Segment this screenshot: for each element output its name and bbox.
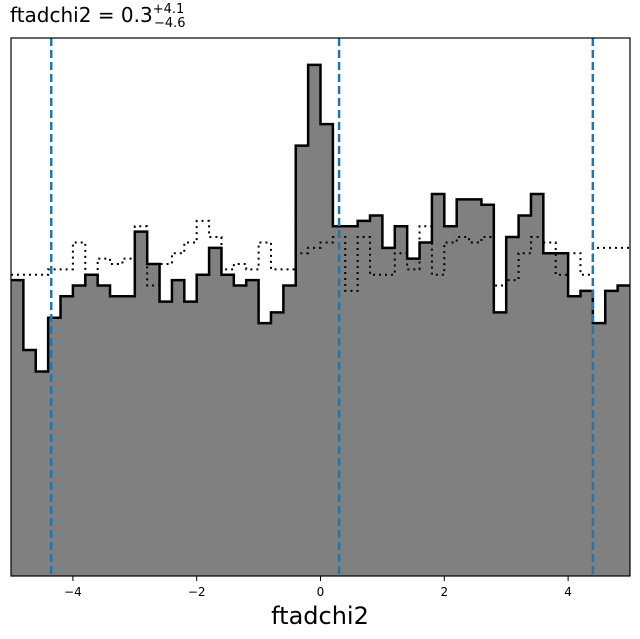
filled-histogram-bar xyxy=(171,280,185,576)
filled-histogram-bar xyxy=(605,290,619,576)
filled-histogram-bar xyxy=(617,285,631,576)
filled-histogram-bar xyxy=(97,285,111,576)
filled-histogram-bar xyxy=(147,263,160,576)
plot-area xyxy=(11,38,631,577)
filled-histogram-bar xyxy=(382,247,396,576)
x-tick-label: 0 xyxy=(317,585,325,599)
filled-histogram-bar xyxy=(370,215,383,577)
chart-title: ftadchi2 = 0.3+4.1 −4.6 xyxy=(10,2,186,31)
filled-histogram-bar xyxy=(270,312,284,576)
filled-histogram-bar xyxy=(518,215,532,577)
filled-histogram-bar xyxy=(72,285,86,576)
filled-histogram-bar xyxy=(444,226,458,577)
filled-histogram-bar xyxy=(419,242,433,576)
filled-histogram-outline xyxy=(11,63,630,373)
x-tick-label: −2 xyxy=(188,585,206,599)
title-lower-error: −4.6 xyxy=(154,16,186,31)
filled-histogram-bar xyxy=(580,290,594,576)
title-param: ftadchi2 xyxy=(10,3,91,27)
x-tick-label: 2 xyxy=(440,585,448,599)
filled-histogram-bar xyxy=(196,274,210,576)
filled-histogram-bar xyxy=(184,301,198,576)
filled-histogram-bar xyxy=(209,247,222,576)
filled-histogram xyxy=(11,63,631,577)
title-equals: = xyxy=(91,3,120,27)
filled-histogram-bar xyxy=(159,301,173,576)
filled-histogram-bar xyxy=(221,274,235,576)
filled-histogram-bar xyxy=(394,226,408,577)
filled-histogram-bar xyxy=(283,285,297,576)
filled-histogram-bar xyxy=(431,194,445,576)
filled-histogram-bar xyxy=(246,280,259,576)
filled-histogram-bar xyxy=(506,237,519,576)
filled-histogram-bar xyxy=(543,253,557,576)
filled-histogram-bar xyxy=(308,64,321,577)
title-median: 0.3 xyxy=(121,3,153,27)
x-tick-label: −4 xyxy=(64,585,82,599)
filled-histogram-bar xyxy=(233,285,247,576)
filled-histogram-bar xyxy=(568,296,581,576)
filled-histogram-bar xyxy=(60,296,74,576)
filled-histogram-bar xyxy=(295,145,309,576)
filled-histogram-bar xyxy=(110,296,123,576)
x-tick-label: 4 xyxy=(564,585,572,599)
filled-histogram-bar xyxy=(345,226,359,577)
filled-histogram-bar xyxy=(320,124,334,576)
filled-histogram-bar xyxy=(258,323,272,576)
filled-histogram-bar xyxy=(357,220,371,577)
filled-histogram-bar xyxy=(11,280,24,576)
x-axis-label: ftadchi2 xyxy=(271,602,369,630)
filled-histogram-bar xyxy=(23,350,37,576)
filled-histogram-bar xyxy=(469,199,482,576)
title-upper-error: +4.1 xyxy=(153,2,185,17)
filled-histogram-bar xyxy=(134,231,148,576)
filled-histogram-bar xyxy=(35,371,49,576)
x-axis-ticks: −4 −2 0 2 4 xyxy=(64,576,572,599)
filled-histogram-bar xyxy=(530,194,544,576)
filled-histogram-bar xyxy=(407,258,420,576)
dotted-histogram-outline xyxy=(11,219,630,292)
filled-histogram-bar xyxy=(481,204,495,576)
filled-histogram-bar xyxy=(592,323,606,576)
filled-histogram-bar xyxy=(456,199,470,576)
filled-histogram-bar xyxy=(85,274,99,576)
filled-histogram-bar xyxy=(493,312,507,576)
filled-histogram-bar xyxy=(555,253,569,576)
filled-histogram-bar xyxy=(122,296,136,576)
